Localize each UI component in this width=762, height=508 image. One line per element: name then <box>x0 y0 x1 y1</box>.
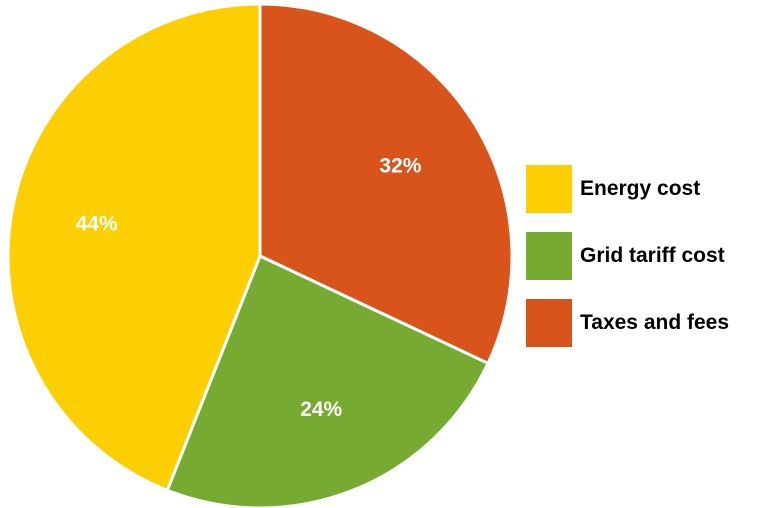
legend-label-energy-cost: Energy cost <box>580 177 701 200</box>
pie-slice-grid-tariff-cost <box>165 254 490 508</box>
pie-chart: 32% 24% 44% <box>6 2 514 508</box>
legend-swatch-grid-tariff-cost <box>526 232 572 280</box>
pie-slice-energy-cost <box>6 2 262 492</box>
legend-swatch-taxes-and-fees <box>526 299 572 347</box>
chart-legend: Energy cost Grid tariff cost Taxes and f… <box>526 165 762 366</box>
pie-label-grid-tariff-cost: 24% <box>300 398 342 421</box>
legend-item-taxes-and-fees: Taxes and fees <box>526 299 762 347</box>
legend-item-grid-tariff-cost: Grid tariff cost <box>526 232 762 280</box>
pie-slice-taxes-and-fees <box>258 2 514 365</box>
legend-label-grid-tariff-cost: Grid tariff cost <box>580 244 725 267</box>
pie-label-taxes-and-fees: 32% <box>379 154 421 177</box>
pie-label-energy-cost: 44% <box>76 212 118 235</box>
legend-item-energy-cost: Energy cost <box>526 165 762 213</box>
legend-swatch-energy-cost <box>526 165 572 213</box>
legend-label-taxes-and-fees: Taxes and fees <box>580 311 730 334</box>
